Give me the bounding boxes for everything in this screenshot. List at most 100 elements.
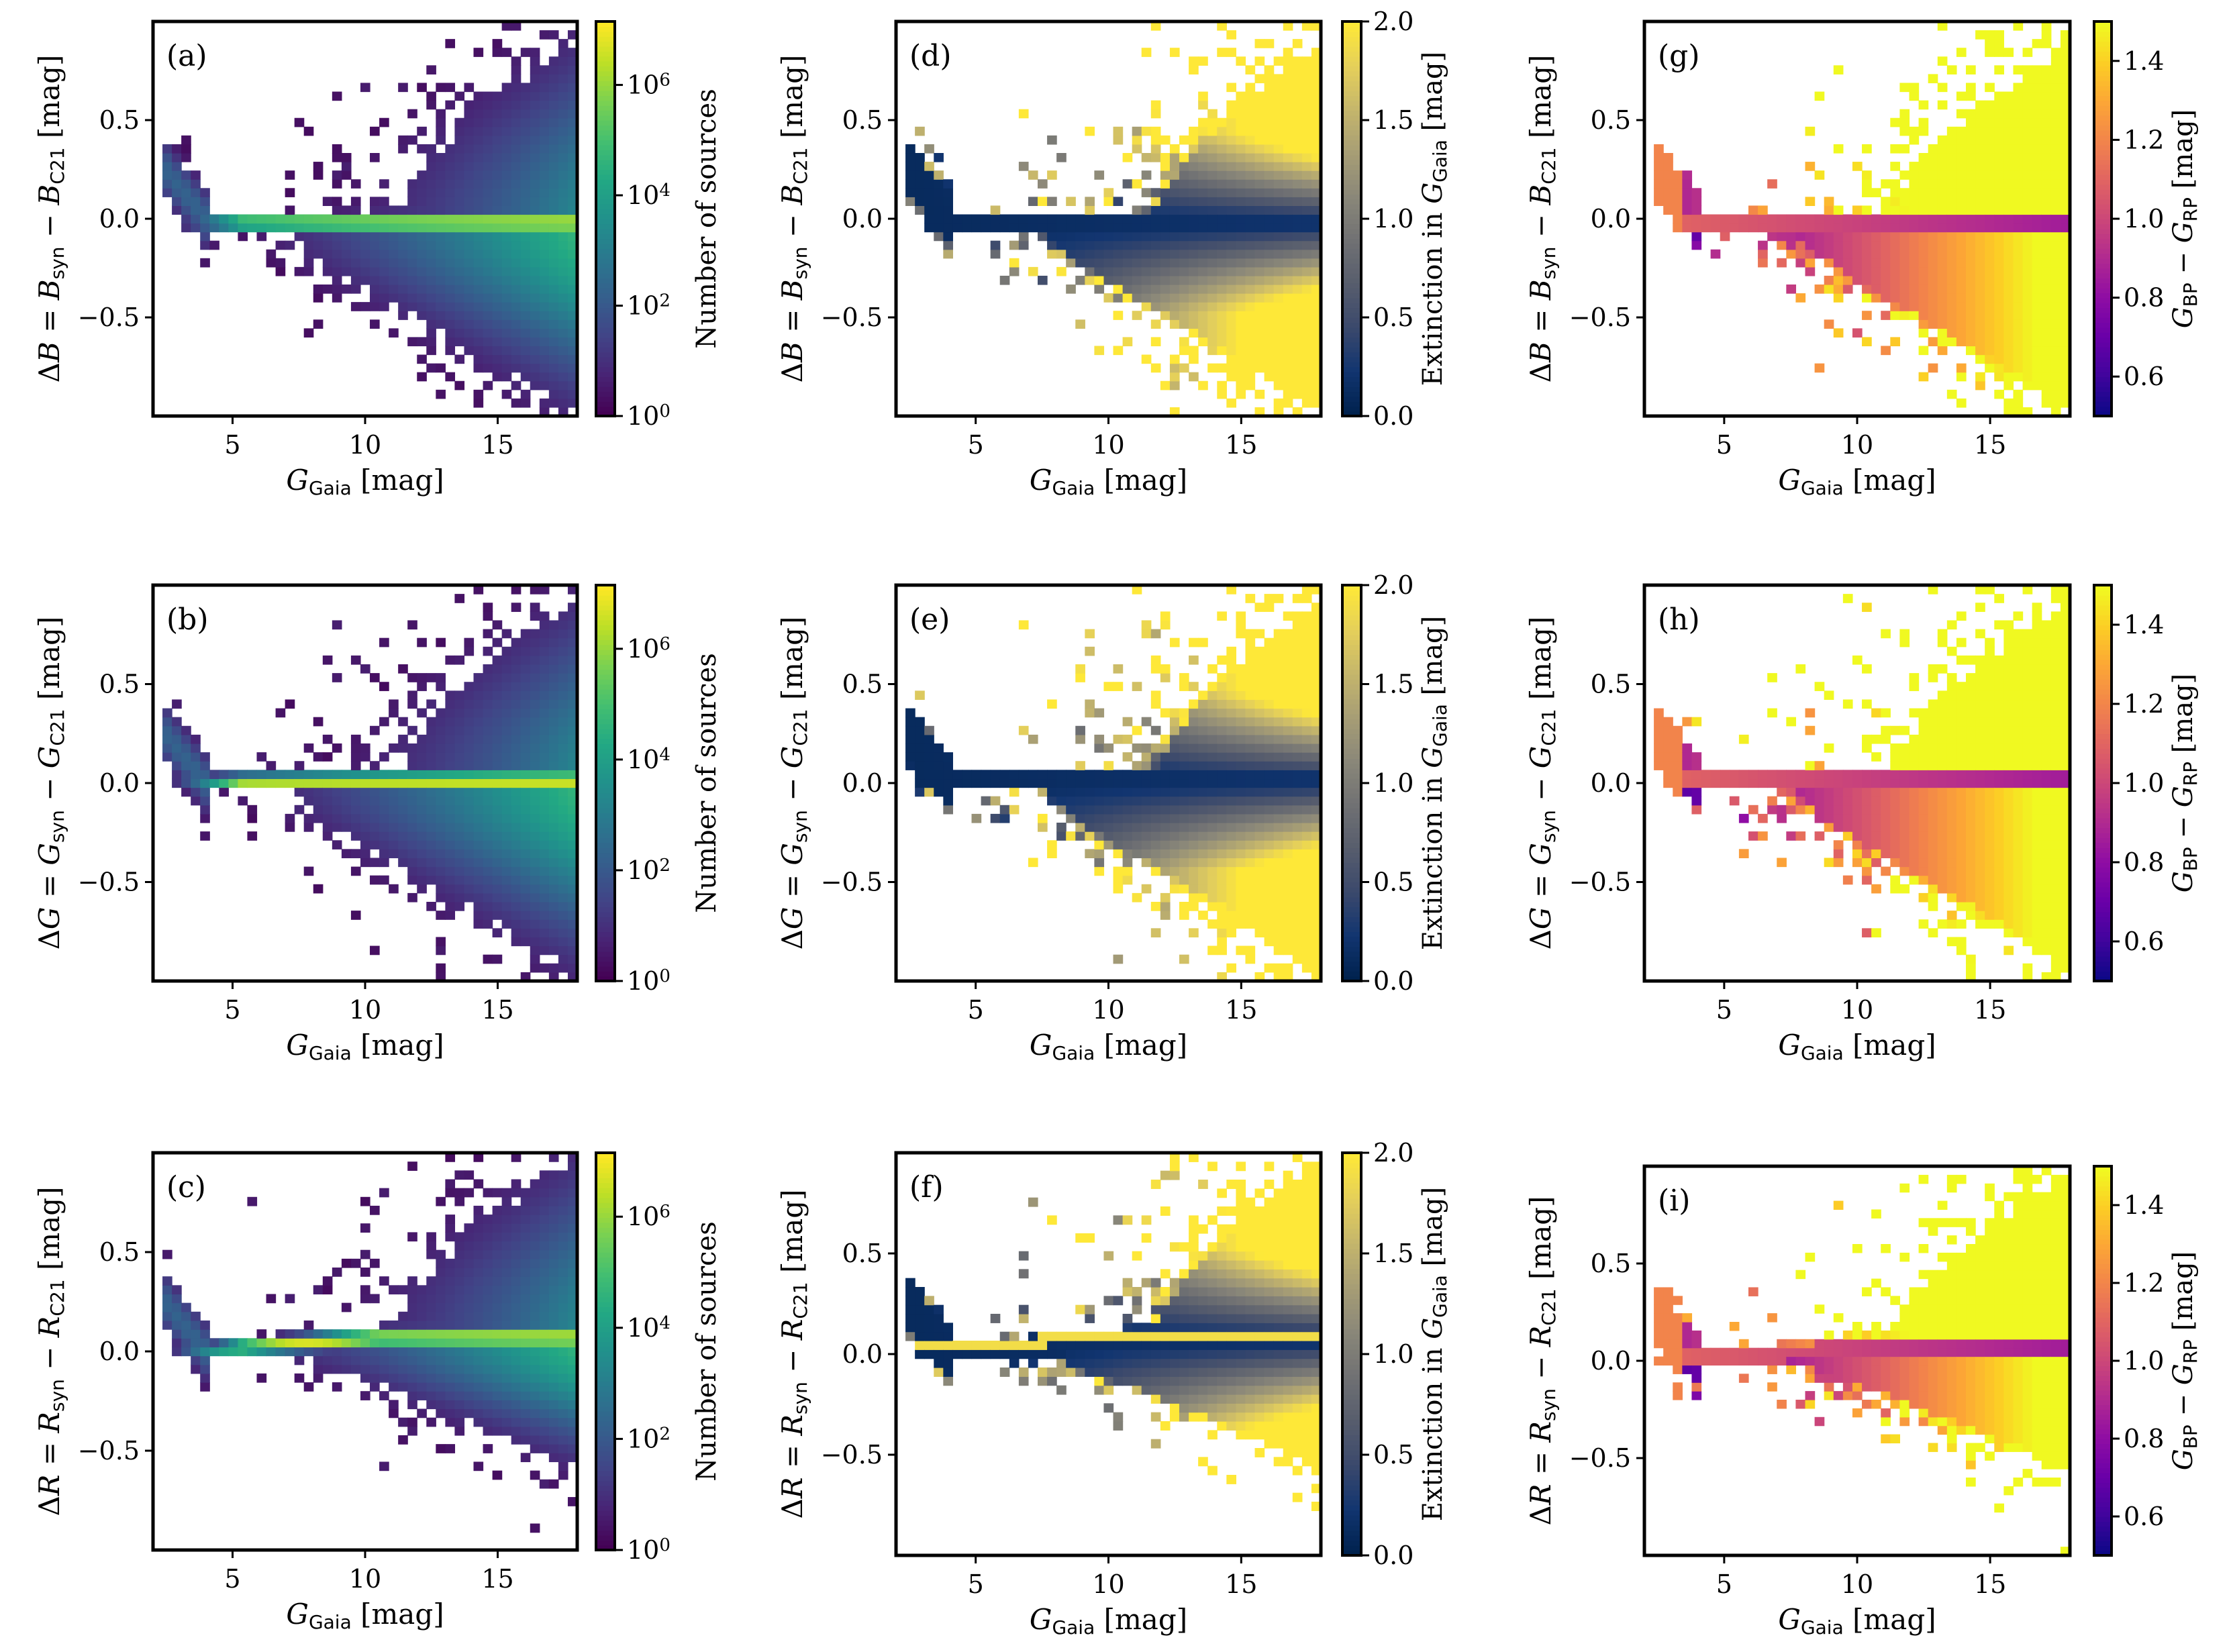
heatmap-cell bbox=[1198, 197, 1208, 206]
heatmap-cell bbox=[1292, 937, 1303, 947]
heatmap-cell bbox=[1217, 21, 1227, 31]
heatmap-cell bbox=[200, 752, 210, 762]
heatmap-cell bbox=[539, 380, 550, 391]
heatmap-cell bbox=[1264, 1233, 1275, 1243]
heatmap-cell bbox=[1311, 214, 1322, 224]
heatmap-cell bbox=[539, 319, 550, 329]
colorbar-strip bbox=[596, 659, 615, 665]
heatmap-cell bbox=[426, 170, 436, 180]
heatmap-cell bbox=[567, 231, 578, 242]
heatmap-cell bbox=[1179, 902, 1189, 911]
heatmap-cell bbox=[530, 734, 540, 744]
heatmap-cell bbox=[1066, 223, 1076, 233]
heatmap-cell bbox=[172, 205, 182, 215]
heatmap-cell bbox=[1264, 179, 1275, 189]
heatmap-cell bbox=[1245, 1385, 1256, 1395]
heatmap-cell bbox=[454, 1285, 465, 1295]
heatmap-cell bbox=[905, 1331, 915, 1341]
heatmap-cell bbox=[501, 117, 512, 127]
heatmap-cell bbox=[1226, 354, 1236, 364]
heatmap-cell bbox=[915, 787, 925, 797]
heatmap-cell bbox=[915, 1341, 925, 1350]
heatmap-cell bbox=[454, 1232, 465, 1242]
heatmap-cell bbox=[1160, 266, 1171, 276]
heatmap-cell bbox=[1292, 805, 1303, 815]
heatmap-cell bbox=[209, 1347, 219, 1357]
heatmap-cell bbox=[934, 752, 944, 762]
heatmap-cell bbox=[1198, 91, 1208, 101]
heatmap-cell bbox=[483, 866, 493, 876]
heatmap-cell bbox=[943, 778, 953, 788]
heatmap-cell bbox=[341, 1338, 352, 1348]
heatmap-cell bbox=[1179, 823, 1189, 832]
heatmap-cell bbox=[1189, 717, 1199, 727]
heatmap-cell bbox=[1217, 858, 1227, 868]
heatmap-cell bbox=[191, 796, 201, 806]
heatmap-cell bbox=[1160, 620, 1171, 630]
heatmap-cell bbox=[567, 398, 578, 408]
heatmap-cell bbox=[539, 249, 550, 259]
heatmap-cell bbox=[539, 117, 550, 127]
heatmap-cell bbox=[436, 240, 446, 250]
heatmap-cell bbox=[454, 796, 465, 806]
heatmap-cell bbox=[1189, 1314, 1199, 1323]
heatmap-cell bbox=[520, 275, 531, 285]
heatmap-cell bbox=[501, 240, 512, 250]
colorbar-strip bbox=[1342, 85, 1361, 91]
heatmap-cell bbox=[511, 231, 522, 242]
colorbar-strip bbox=[596, 688, 615, 695]
heatmap-cell bbox=[1189, 1296, 1199, 1306]
heatmap-cell bbox=[1283, 1224, 1293, 1234]
heatmap-cell bbox=[436, 770, 446, 780]
heatmap-cell bbox=[483, 1382, 493, 1392]
heatmap-cell bbox=[436, 249, 446, 259]
heatmap-cell bbox=[445, 787, 456, 797]
heatmap-cell bbox=[1207, 205, 1218, 215]
heatmap-cell bbox=[511, 831, 522, 841]
heatmap-cell bbox=[341, 258, 352, 268]
heatmap-cell bbox=[473, 1276, 484, 1286]
heatmap-cell bbox=[454, 258, 465, 268]
heatmap-cell bbox=[1264, 682, 1275, 691]
heatmap-cell bbox=[350, 285, 361, 294]
heatmap-cell bbox=[1132, 831, 1142, 841]
heatmap-cell bbox=[247, 1338, 258, 1348]
heatmap-cell bbox=[436, 1302, 446, 1312]
heatmap-cell bbox=[200, 1347, 210, 1357]
heatmap-cell bbox=[266, 1294, 277, 1304]
heatmap-cell bbox=[454, 311, 465, 320]
heatmap-cell bbox=[200, 1382, 210, 1392]
colorbar-strip bbox=[596, 896, 615, 902]
heatmap-cell bbox=[558, 346, 568, 356]
heatmap-cell bbox=[1085, 1331, 1095, 1341]
heatmap-cell bbox=[1301, 892, 1312, 902]
heatmap-cell bbox=[200, 770, 210, 780]
heatmap-cell bbox=[943, 1358, 953, 1368]
heatmap-cell bbox=[567, 708, 578, 718]
heatmap-cell bbox=[1028, 858, 1038, 868]
heatmap-cell bbox=[483, 117, 493, 127]
heatmap-cell bbox=[530, 372, 540, 382]
heatmap-cell bbox=[1264, 249, 1275, 259]
colorbar-strip bbox=[1342, 654, 1361, 660]
heatmap-cell bbox=[473, 734, 484, 744]
heatmap-cell bbox=[1301, 293, 1312, 303]
heatmap-cell bbox=[1245, 117, 1256, 127]
heatmap-cell bbox=[1311, 805, 1322, 815]
heatmap-cell bbox=[1283, 875, 1293, 885]
heatmap-cell bbox=[1189, 1323, 1199, 1333]
colorbar-strip bbox=[596, 1465, 615, 1472]
colorbar-strip bbox=[596, 961, 615, 967]
heatmap-cell bbox=[1207, 690, 1218, 701]
heatmap-cell bbox=[1160, 902, 1171, 911]
heatmap-cell bbox=[1301, 100, 1312, 110]
heatmap-cell bbox=[1198, 1323, 1208, 1333]
heatmap-cell bbox=[1254, 363, 1265, 373]
colorbar-strip bbox=[596, 1187, 615, 1193]
heatmap-cell bbox=[1283, 655, 1293, 665]
heatmap-cell bbox=[1094, 813, 1105, 823]
heatmap-cell bbox=[1264, 787, 1275, 797]
heatmap-cell bbox=[172, 188, 182, 197]
heatmap-cell bbox=[181, 144, 191, 154]
heatmap-cell bbox=[1113, 1367, 1124, 1377]
